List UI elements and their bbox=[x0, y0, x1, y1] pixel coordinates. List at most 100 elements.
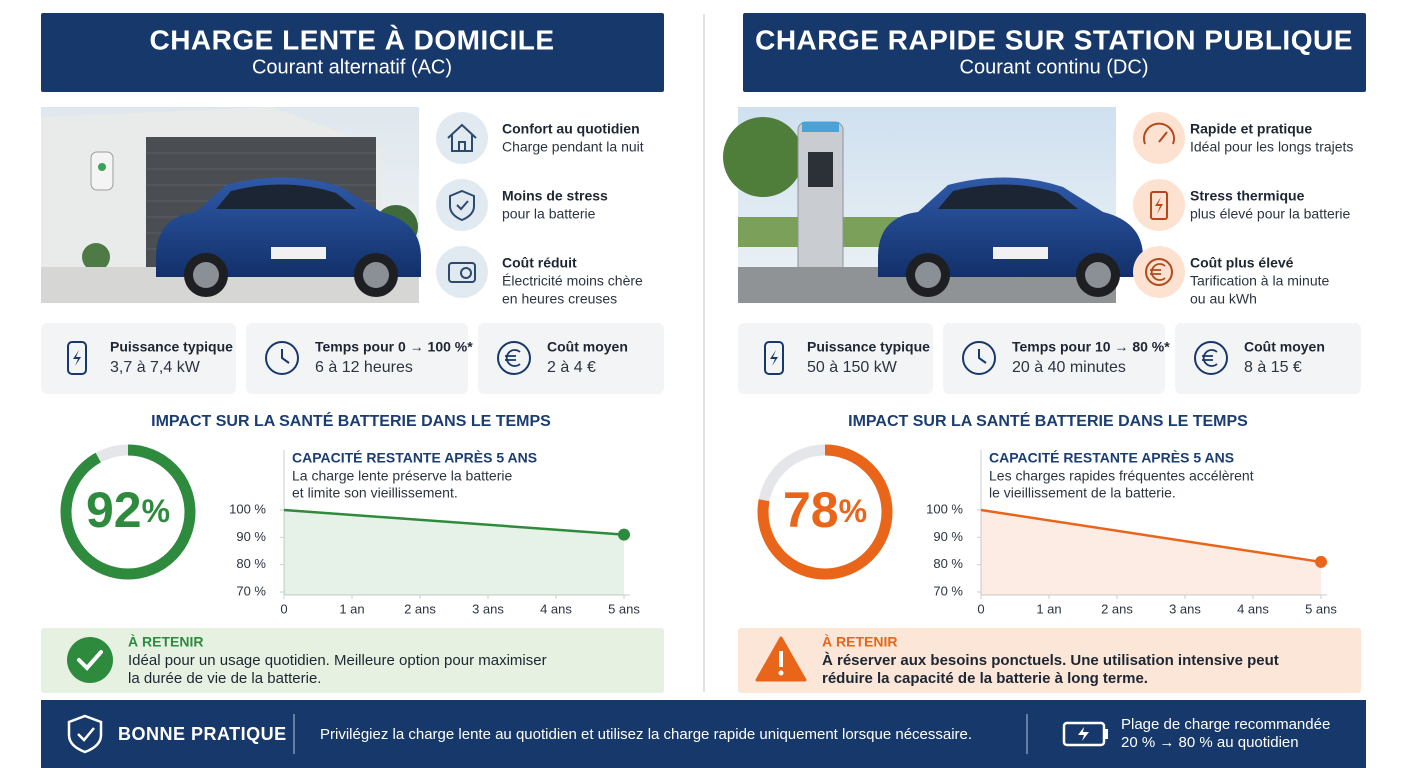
hands bbox=[978, 349, 987, 364]
header-subtitle: Courant continu (DC) bbox=[960, 56, 1149, 78]
header-subtitle: Courant alternatif (AC) bbox=[252, 56, 452, 78]
check-mark bbox=[77, 650, 103, 671]
stat-label: Temps pour 0 → 100 %* bbox=[315, 339, 473, 355]
stat-label: Temps pour 10 → 80 %* bbox=[1012, 339, 1170, 355]
stat-value: 6 à 12 heures bbox=[315, 359, 413, 376]
y-tick-label: 80 % bbox=[933, 556, 963, 571]
euro-icon bbox=[497, 341, 531, 375]
x-tick-label: 2 ans bbox=[1101, 601, 1133, 616]
wallbox-light bbox=[98, 163, 106, 171]
footer: BONNE PRATIQUE Privilégiez la charge len… bbox=[41, 700, 1366, 768]
retenir-text: la durée de vie de la batterie. bbox=[128, 670, 321, 687]
impact-title: IMPACT SUR LA SANTÉ BATTERIE DANS LE TEM… bbox=[151, 411, 551, 430]
chart-text: le vieillissement de la batterie. bbox=[989, 485, 1176, 501]
stat-card bbox=[41, 323, 236, 394]
retenir-box bbox=[41, 628, 664, 693]
plate bbox=[271, 247, 326, 259]
gauge-arc bbox=[60, 444, 196, 580]
clock-icon bbox=[962, 341, 996, 375]
stat-value: 20 à 40 minutes bbox=[1012, 359, 1126, 376]
x-tick-label: 0 bbox=[280, 601, 287, 616]
stat-value: 2 à 4 € bbox=[547, 359, 596, 376]
feature-text: pour la batterie bbox=[502, 206, 596, 222]
tree bbox=[723, 117, 803, 197]
euro bbox=[505, 349, 521, 367]
battery-icon bbox=[1150, 191, 1168, 220]
battery-tip bbox=[1104, 729, 1108, 739]
clock-icon bbox=[265, 341, 299, 375]
stat-card bbox=[1175, 323, 1361, 394]
line-area bbox=[981, 510, 1321, 595]
x-tick-label: 1 an bbox=[1036, 601, 1061, 616]
chart-title: CAPACITÉ RESTANTE APRÈS 5 ANS bbox=[989, 450, 1234, 466]
feature-text: Idéal pour les longs trajets bbox=[1190, 139, 1353, 155]
feature-icon-bg bbox=[436, 112, 488, 164]
plug-icon bbox=[764, 341, 784, 375]
y-tick-label: 70 % bbox=[236, 583, 266, 598]
check bbox=[456, 200, 469, 211]
warning-bar bbox=[779, 651, 783, 667]
bolt bbox=[73, 350, 81, 366]
y-tick-label: 100 % bbox=[926, 501, 963, 516]
euro bbox=[1150, 263, 1166, 281]
photo bbox=[41, 107, 421, 303]
gauge-arc bbox=[757, 444, 893, 580]
x-tick-label: 5 ans bbox=[608, 601, 640, 616]
footer-title: BONNE PRATIQUE bbox=[118, 724, 287, 744]
chart-text: Les charges rapides fréquentes accélèren… bbox=[989, 468, 1254, 484]
chart-title: CAPACITÉ RESTANTE APRÈS 5 ANS bbox=[292, 450, 537, 466]
rim bbox=[193, 262, 219, 288]
header-title: CHARGE RAPIDE SUR STATION PUBLIQUE bbox=[755, 24, 1353, 55]
y-tick-label: 70 % bbox=[933, 583, 963, 598]
stat-label: Coût moyen bbox=[547, 339, 628, 355]
x-tick-label: 2 ans bbox=[404, 601, 436, 616]
x-tick-label: 4 ans bbox=[1237, 601, 1269, 616]
gauge-label: 92% bbox=[86, 482, 170, 538]
bolt bbox=[1155, 197, 1163, 214]
euro-icon bbox=[1145, 258, 1173, 286]
feature-title: Coût plus élevé bbox=[1190, 255, 1294, 271]
shield-icon bbox=[449, 189, 475, 222]
feature-text: ou au kWh bbox=[1190, 291, 1257, 307]
impact-title: IMPACT SUR LA SANTÉ BATTERIE DANS LE TEM… bbox=[848, 411, 1248, 430]
bolt bbox=[770, 350, 778, 366]
bolt-icon bbox=[1078, 727, 1089, 741]
y-tick-label: 100 % bbox=[229, 501, 266, 516]
euro-icon bbox=[1194, 341, 1228, 375]
feature-icon-bg bbox=[436, 179, 488, 231]
panel: CHARGE RAPIDE SUR STATION PUBLIQUECouran… bbox=[723, 13, 1366, 693]
retenir-title: À RETENIR bbox=[822, 634, 897, 650]
end-point bbox=[618, 528, 630, 541]
shrub bbox=[82, 243, 110, 271]
rim bbox=[915, 262, 941, 288]
stat-card bbox=[478, 323, 664, 394]
chart-text: La charge lente préserve la batterie bbox=[292, 468, 512, 484]
x-tick-label: 3 ans bbox=[472, 601, 504, 616]
gauge-value: 92 bbox=[86, 482, 142, 538]
stat-value: 3,7 à 7,4 kW bbox=[110, 359, 201, 376]
header-box bbox=[743, 13, 1366, 92]
end-point bbox=[1315, 555, 1327, 568]
charger-top bbox=[802, 122, 839, 132]
feature-title: Coût réduit bbox=[502, 255, 577, 271]
retenir-text: réduire la capacité de la batterie à lon… bbox=[822, 670, 1148, 687]
car-window bbox=[216, 184, 356, 209]
footer-bar bbox=[41, 700, 1366, 768]
stat-label: Puissance typique bbox=[110, 339, 233, 355]
footer-note: 20 % → 80 % au quotidien bbox=[1121, 734, 1299, 751]
y-tick-label: 80 % bbox=[236, 556, 266, 571]
feature-title: Moins de stress bbox=[502, 188, 608, 204]
footer-note: Plage de charge recommandée bbox=[1121, 716, 1330, 733]
retenir-title: À RETENIR bbox=[128, 634, 203, 650]
wallet-icon bbox=[448, 262, 476, 283]
feature-text: Tarification à la minute bbox=[1190, 273, 1330, 289]
house-icon bbox=[447, 123, 477, 152]
feature-text: Électricité moins chère bbox=[502, 273, 643, 289]
header: CHARGE RAPIDE SUR STATION PUBLIQUECouran… bbox=[743, 13, 1366, 92]
warning-dot bbox=[778, 670, 784, 676]
stat-label: Coût moyen bbox=[1244, 339, 1325, 355]
stat-card bbox=[943, 323, 1165, 394]
stat-value: 50 à 150 kW bbox=[807, 359, 898, 376]
